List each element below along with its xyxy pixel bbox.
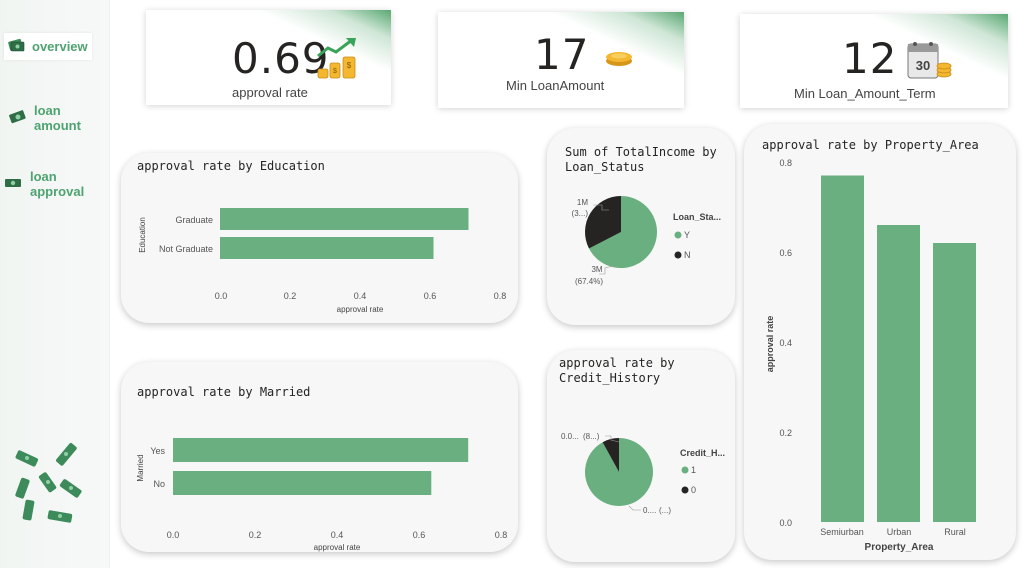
nav-item-label: overview [32, 39, 88, 54]
slice-label: (3...) [572, 209, 589, 218]
kpi-label: Min LoanAmount [506, 78, 605, 93]
bar-no[interactable] [173, 471, 432, 495]
category-label: Yes [150, 446, 165, 456]
legend-label: Y [684, 230, 690, 240]
education-bar-svg: Education Graduate Not Graduate 0.0 0.2 … [138, 208, 507, 314]
chart-title: Sum of TotalIncome by Loan_Status [565, 145, 717, 174]
category-label: Semiurban [820, 527, 864, 537]
x-tick: 0.6 [413, 530, 426, 540]
x-axis-label: Property_Area [865, 542, 934, 553]
slice-label: (67.4%) [575, 277, 603, 286]
chart-income-by-loan-status[interactable]: Sum of TotalIncome by Loan_Status 1M (3.… [547, 128, 735, 325]
bar-yes[interactable] [173, 438, 469, 462]
bar-graduate[interactable] [220, 208, 469, 230]
credit-history-pie-svg: 0.0... (8...) 0.... (...) Credit_H... 1 … [561, 432, 725, 515]
chart-approval-by-property-area[interactable]: approval rate by Property_Area approval … [744, 124, 1016, 560]
nav-item-loan-amount[interactable]: loan amount [4, 99, 109, 137]
category-label: Rural [944, 527, 966, 537]
y-tick: 0.4 [779, 338, 792, 348]
y-tick: 0.6 [779, 248, 792, 258]
x-tick: 0.8 [495, 530, 508, 540]
category-label: Not Graduate [159, 244, 213, 254]
svg-text:$: $ [333, 68, 337, 75]
money-bill-icon [8, 109, 28, 128]
bar-rural[interactable] [933, 243, 976, 522]
y-tick: 0.0 [779, 518, 792, 528]
bar-semiurban[interactable] [821, 175, 864, 523]
chart-approval-by-credit-history[interactable]: approval rate by Credit_History 0.0... (… [547, 350, 735, 562]
legend-marker [674, 231, 682, 239]
x-tick: 0.4 [331, 530, 344, 540]
y-tick: 0.8 [779, 158, 792, 168]
x-tick: 0.2 [284, 291, 297, 301]
falling-money-icon [10, 440, 100, 535]
x-axis-label: approval rate [314, 543, 361, 552]
bar-not-graduate[interactable] [220, 237, 434, 259]
nav-item-label: loan approval [30, 169, 85, 199]
chart-approval-by-education[interactable]: approval rate by Education Education Gra… [121, 153, 518, 323]
pie-slice-n[interactable] [585, 196, 621, 249]
slice-label: 1M [577, 198, 588, 207]
svg-text:30: 30 [916, 58, 930, 73]
legend-label: 1 [691, 465, 696, 475]
coin-stack-icon [604, 48, 634, 72]
nav-item-label: loan amount [34, 103, 81, 133]
married-bar-svg: Married Yes No 0.0 0.2 0.4 0.6 0.8 appro… [136, 438, 508, 552]
x-tick: 0.2 [249, 530, 262, 540]
legend-label: 0 [691, 485, 696, 495]
chart-approval-by-married[interactable]: approval rate by Married Married Yes No … [121, 362, 518, 552]
property-area-bar-svg: approval rate 0.8 0.6 0.4 0.2 0.0 Semiur… [765, 158, 976, 553]
sidebar: overview loan amount loan approval [0, 0, 110, 568]
chart-title: approval rate by Property_Area [762, 138, 979, 152]
category-label: Urban [887, 527, 912, 537]
y-axis-label: approval rate [765, 316, 775, 373]
slice-label: 3M [591, 265, 602, 274]
kpi-card-min-loan-amount: 17 Min LoanAmount [438, 12, 684, 108]
x-tick: 0.6 [424, 291, 437, 301]
pie-slice-0[interactable] [602, 438, 619, 472]
x-tick: 0.8 [494, 291, 507, 301]
legend-marker [681, 466, 689, 474]
svg-text:$: $ [347, 61, 352, 70]
category-label: Graduate [175, 215, 213, 225]
growth-coins-icon: $ $ [316, 36, 360, 84]
x-tick: 0.0 [215, 291, 228, 301]
legend-title: Loan_Sta... [673, 212, 721, 222]
kpi-value: 12 [842, 34, 898, 83]
kpi-card-approval-rate: 0.69 $ $ approval rate [146, 10, 391, 105]
category-label: No [153, 479, 165, 489]
x-tick: 0.4 [354, 291, 367, 301]
y-axis-label: Education [138, 217, 147, 253]
money-bill-icon [4, 176, 24, 193]
chart-title: approval rate by Married [137, 385, 311, 399]
slice-label: 0.... [643, 506, 656, 515]
kpi-label: approval rate [232, 85, 308, 100]
legend-marker [674, 251, 682, 259]
slice-label: (8...) [583, 432, 600, 441]
nav-item-loan-approval[interactable]: loan approval [0, 165, 109, 203]
y-axis-label: Married [136, 454, 145, 481]
loan-status-pie-svg: 1M (3...) 3M (67.4%) Loan_Sta... Y N [572, 196, 721, 286]
kpi-label: Min Loan_Amount_Term [794, 86, 936, 101]
chart-title: approval rate by Education [137, 159, 325, 173]
slice-label: 0.0... [561, 432, 579, 441]
nav-item-overview[interactable]: overview [4, 33, 92, 60]
x-tick: 0.0 [167, 530, 180, 540]
kpi-value: 17 [534, 30, 590, 79]
y-tick: 0.2 [779, 428, 792, 438]
legend-label: N [684, 250, 691, 260]
calendar-money-icon: 30 [906, 40, 952, 86]
chart-title: approval rate by Credit_History [559, 356, 675, 385]
kpi-card-min-loan-term: 12 30 Min Loan_Amount_Term [740, 14, 1008, 108]
kpi-value: 0.69 [232, 34, 330, 83]
money-stack-icon [8, 37, 26, 56]
legend-title: Credit_H... [680, 448, 725, 458]
pie-slice-y[interactable] [589, 196, 657, 268]
slice-label: (...) [659, 506, 671, 515]
bar-urban[interactable] [877, 225, 920, 522]
legend-marker [681, 486, 689, 494]
x-axis-label: approval rate [337, 305, 384, 314]
